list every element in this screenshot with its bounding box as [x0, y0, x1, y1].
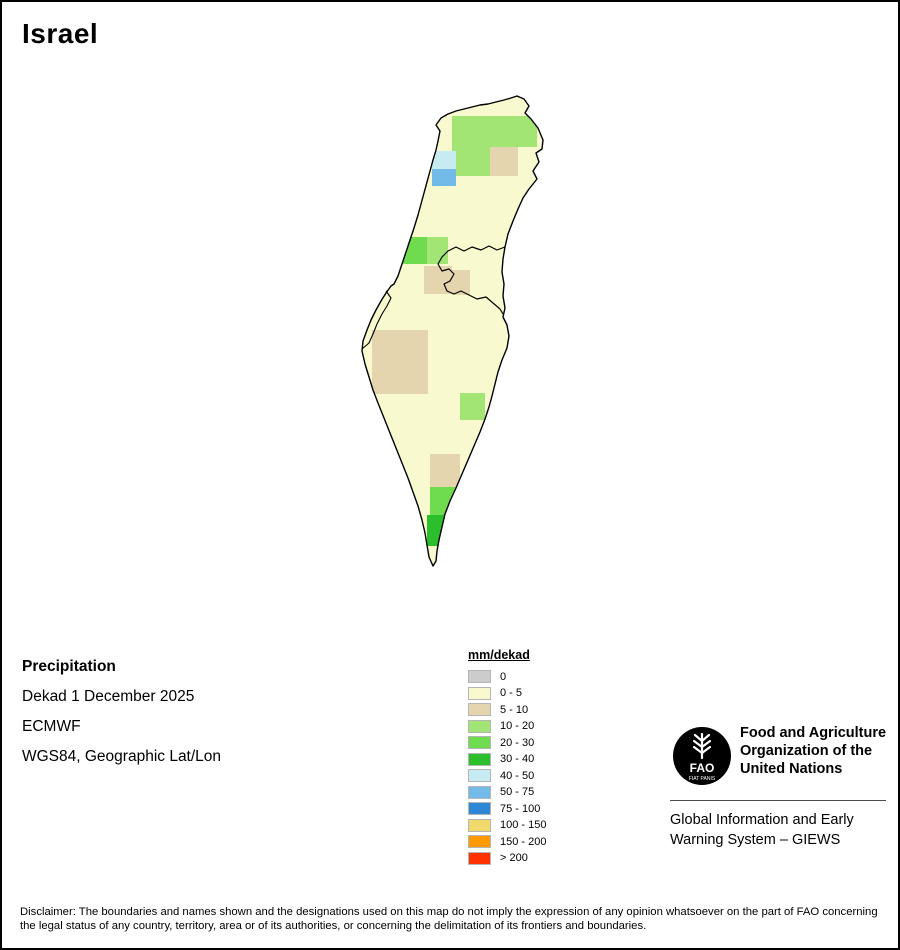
info-source: ECMWF	[22, 718, 81, 735]
legend-row: 20 - 30	[468, 736, 546, 749]
legend-swatch	[468, 835, 491, 848]
legend-label: 0	[500, 670, 507, 683]
fao-logo: FAO FIAT PANIS	[670, 724, 734, 788]
footer-divider	[670, 800, 886, 801]
legend-swatch	[468, 703, 491, 716]
precip-cell	[427, 237, 448, 264]
info-heading: Precipitation	[22, 658, 116, 675]
precip-cell	[452, 116, 537, 147]
legend-swatch	[468, 818, 491, 832]
legend-row: > 200	[468, 851, 546, 865]
legend-label: 75 - 100	[500, 802, 541, 815]
disclaimer-text: Disclaimer: The boundaries and names sho…	[20, 906, 878, 932]
precip-cell	[452, 147, 490, 176]
legend-swatch	[468, 769, 491, 782]
legend-swatch	[468, 736, 491, 749]
legend-swatch	[468, 670, 491, 683]
legend-label: > 200	[500, 852, 528, 864]
giews-text: Global Information and Early Warning Sys…	[670, 812, 854, 848]
page-title: Israel	[22, 18, 99, 49]
legend-swatch	[468, 802, 491, 815]
west-bank-boundary	[437, 245, 506, 315]
fao-name: Food and Agriculture Organization of the…	[740, 725, 887, 777]
legend-row: 0	[468, 670, 546, 683]
legend: mm/dekad 0 0 - 5 5 - 10 10 - 20 20 - 30 30 - …	[468, 648, 546, 868]
map-info-block: Precipitation Dekad 1 December 2025 ECMW…	[22, 652, 221, 772]
legend-label: 5 - 10	[500, 703, 529, 716]
legend-row: 100 - 150	[468, 818, 547, 832]
legend-swatch	[468, 851, 491, 865]
precip-cell	[424, 266, 452, 294]
legend-row: 30 - 40	[468, 752, 546, 766]
legend-row: 150 - 200	[468, 835, 546, 848]
precip-cell	[490, 147, 518, 176]
legend-swatch	[468, 785, 491, 799]
precip-cell	[372, 330, 428, 394]
svg-text:FAO: FAO	[690, 761, 715, 775]
precip-cell	[452, 270, 470, 295]
legend-row: 0 - 5	[468, 686, 546, 700]
legend-label: 10 - 20	[500, 720, 535, 732]
legend-label: 20 - 30	[500, 736, 535, 749]
legend-swatch	[468, 752, 491, 766]
precip-cell	[432, 169, 456, 186]
legend-row: 5 - 10	[468, 703, 546, 716]
fao-block: FAO FIAT PANIS Food and Agriculture Orga…	[670, 724, 890, 788]
legend-label: 100 - 150	[500, 819, 547, 831]
israel-outline	[361, 95, 544, 567]
legend-row: 50 - 75	[468, 785, 546, 799]
legend-row: 10 - 20	[468, 719, 546, 733]
precip-cells-layer	[372, 116, 537, 546]
precip-cell	[430, 487, 460, 515]
gaza-boundary	[361, 290, 392, 350]
legend-items: 0 0 - 5 5 - 10 10 - 20 20 - 30 30 - 40 40 - 50…	[468, 670, 546, 865]
legend-title: mm/dekad	[468, 648, 530, 662]
legend-label: 40 - 50	[500, 769, 535, 782]
info-projection: WGS84, Geographic Lat/Lon	[22, 748, 222, 765]
legend-swatch	[468, 719, 491, 733]
precip-cell	[460, 393, 485, 420]
precip-cell	[430, 151, 456, 169]
legend-row: 75 - 100	[468, 802, 546, 815]
legend-label: 0 - 5	[500, 687, 523, 699]
svg-text:FIAT PANIS: FIAT PANIS	[689, 776, 716, 782]
legend-label: 150 - 200	[500, 835, 547, 848]
legend-swatch	[468, 686, 491, 700]
legend-label: 50 - 75	[500, 786, 535, 798]
legend-label: 30 - 40	[500, 753, 535, 765]
info-dekad: Dekad 1 December 2025	[22, 688, 195, 705]
precip-cell	[430, 454, 460, 487]
legend-row: 40 - 50	[468, 769, 546, 782]
